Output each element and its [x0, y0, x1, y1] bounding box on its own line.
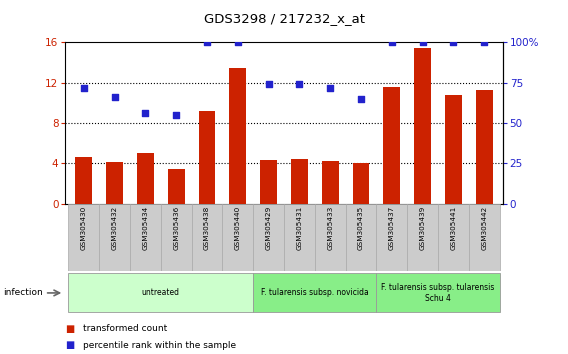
Text: ■: ■	[65, 340, 74, 350]
Text: GSM305436: GSM305436	[173, 206, 179, 250]
Bar	[377, 204, 407, 271]
Point	[449, 40, 458, 45]
Text: ■: ■	[65, 324, 74, 333]
Bar	[68, 273, 253, 313]
Point	[387, 40, 396, 45]
Point	[80, 85, 89, 90]
Bar	[469, 204, 500, 271]
Bar	[229, 68, 247, 204]
Bar	[407, 204, 438, 271]
Bar	[476, 90, 492, 204]
Bar	[345, 204, 377, 271]
Point	[479, 40, 488, 45]
Bar	[291, 159, 308, 204]
Text: GSM305430: GSM305430	[81, 206, 87, 250]
Text: GSM305433: GSM305433	[327, 206, 333, 250]
Point	[295, 81, 304, 87]
Bar	[130, 204, 161, 271]
Text: percentile rank within the sample: percentile rank within the sample	[83, 341, 237, 350]
Bar	[223, 204, 253, 271]
Point	[325, 85, 335, 90]
Text: F. tularensis subsp. novicida: F. tularensis subsp. novicida	[261, 289, 369, 297]
Text: GSM305432: GSM305432	[111, 206, 118, 250]
Point	[202, 40, 211, 45]
Bar	[321, 161, 339, 204]
Bar	[353, 163, 369, 204]
Text: GSM305441: GSM305441	[450, 206, 457, 250]
Text: infection: infection	[3, 289, 43, 297]
Text: F. tularensis subsp. tularensis
Schu 4: F. tularensis subsp. tularensis Schu 4	[381, 283, 495, 303]
Bar	[68, 204, 99, 271]
Text: untreated: untreated	[142, 289, 180, 297]
Bar	[253, 273, 377, 313]
Bar	[99, 204, 130, 271]
Bar	[137, 153, 154, 204]
Text: GSM305429: GSM305429	[266, 206, 272, 250]
Point	[264, 81, 273, 87]
Text: GSM305435: GSM305435	[358, 206, 364, 250]
Text: GSM305439: GSM305439	[420, 206, 425, 250]
Bar	[383, 87, 400, 204]
Bar	[168, 169, 185, 204]
Bar	[284, 204, 315, 271]
Point	[357, 96, 366, 102]
Text: GSM305442: GSM305442	[481, 206, 487, 250]
Text: GDS3298 / 217232_x_at: GDS3298 / 217232_x_at	[203, 12, 365, 25]
Point	[141, 110, 150, 116]
Text: GSM305440: GSM305440	[235, 206, 241, 250]
Bar	[191, 204, 223, 271]
Text: transformed count: transformed count	[83, 324, 168, 333]
Point	[418, 40, 427, 45]
Point	[110, 95, 119, 100]
Bar	[253, 204, 284, 271]
Bar	[414, 47, 431, 204]
Bar	[260, 160, 277, 204]
Bar	[315, 204, 345, 271]
Bar	[161, 204, 191, 271]
Bar	[377, 273, 500, 313]
Point	[172, 112, 181, 118]
Bar	[76, 157, 92, 204]
Bar	[199, 111, 215, 204]
Text: GSM305434: GSM305434	[143, 206, 148, 250]
Bar	[106, 162, 123, 204]
Text: GSM305431: GSM305431	[296, 206, 302, 250]
Text: GSM305438: GSM305438	[204, 206, 210, 250]
Point	[233, 40, 243, 45]
Bar	[438, 204, 469, 271]
Text: GSM305437: GSM305437	[389, 206, 395, 250]
Bar	[445, 95, 462, 204]
